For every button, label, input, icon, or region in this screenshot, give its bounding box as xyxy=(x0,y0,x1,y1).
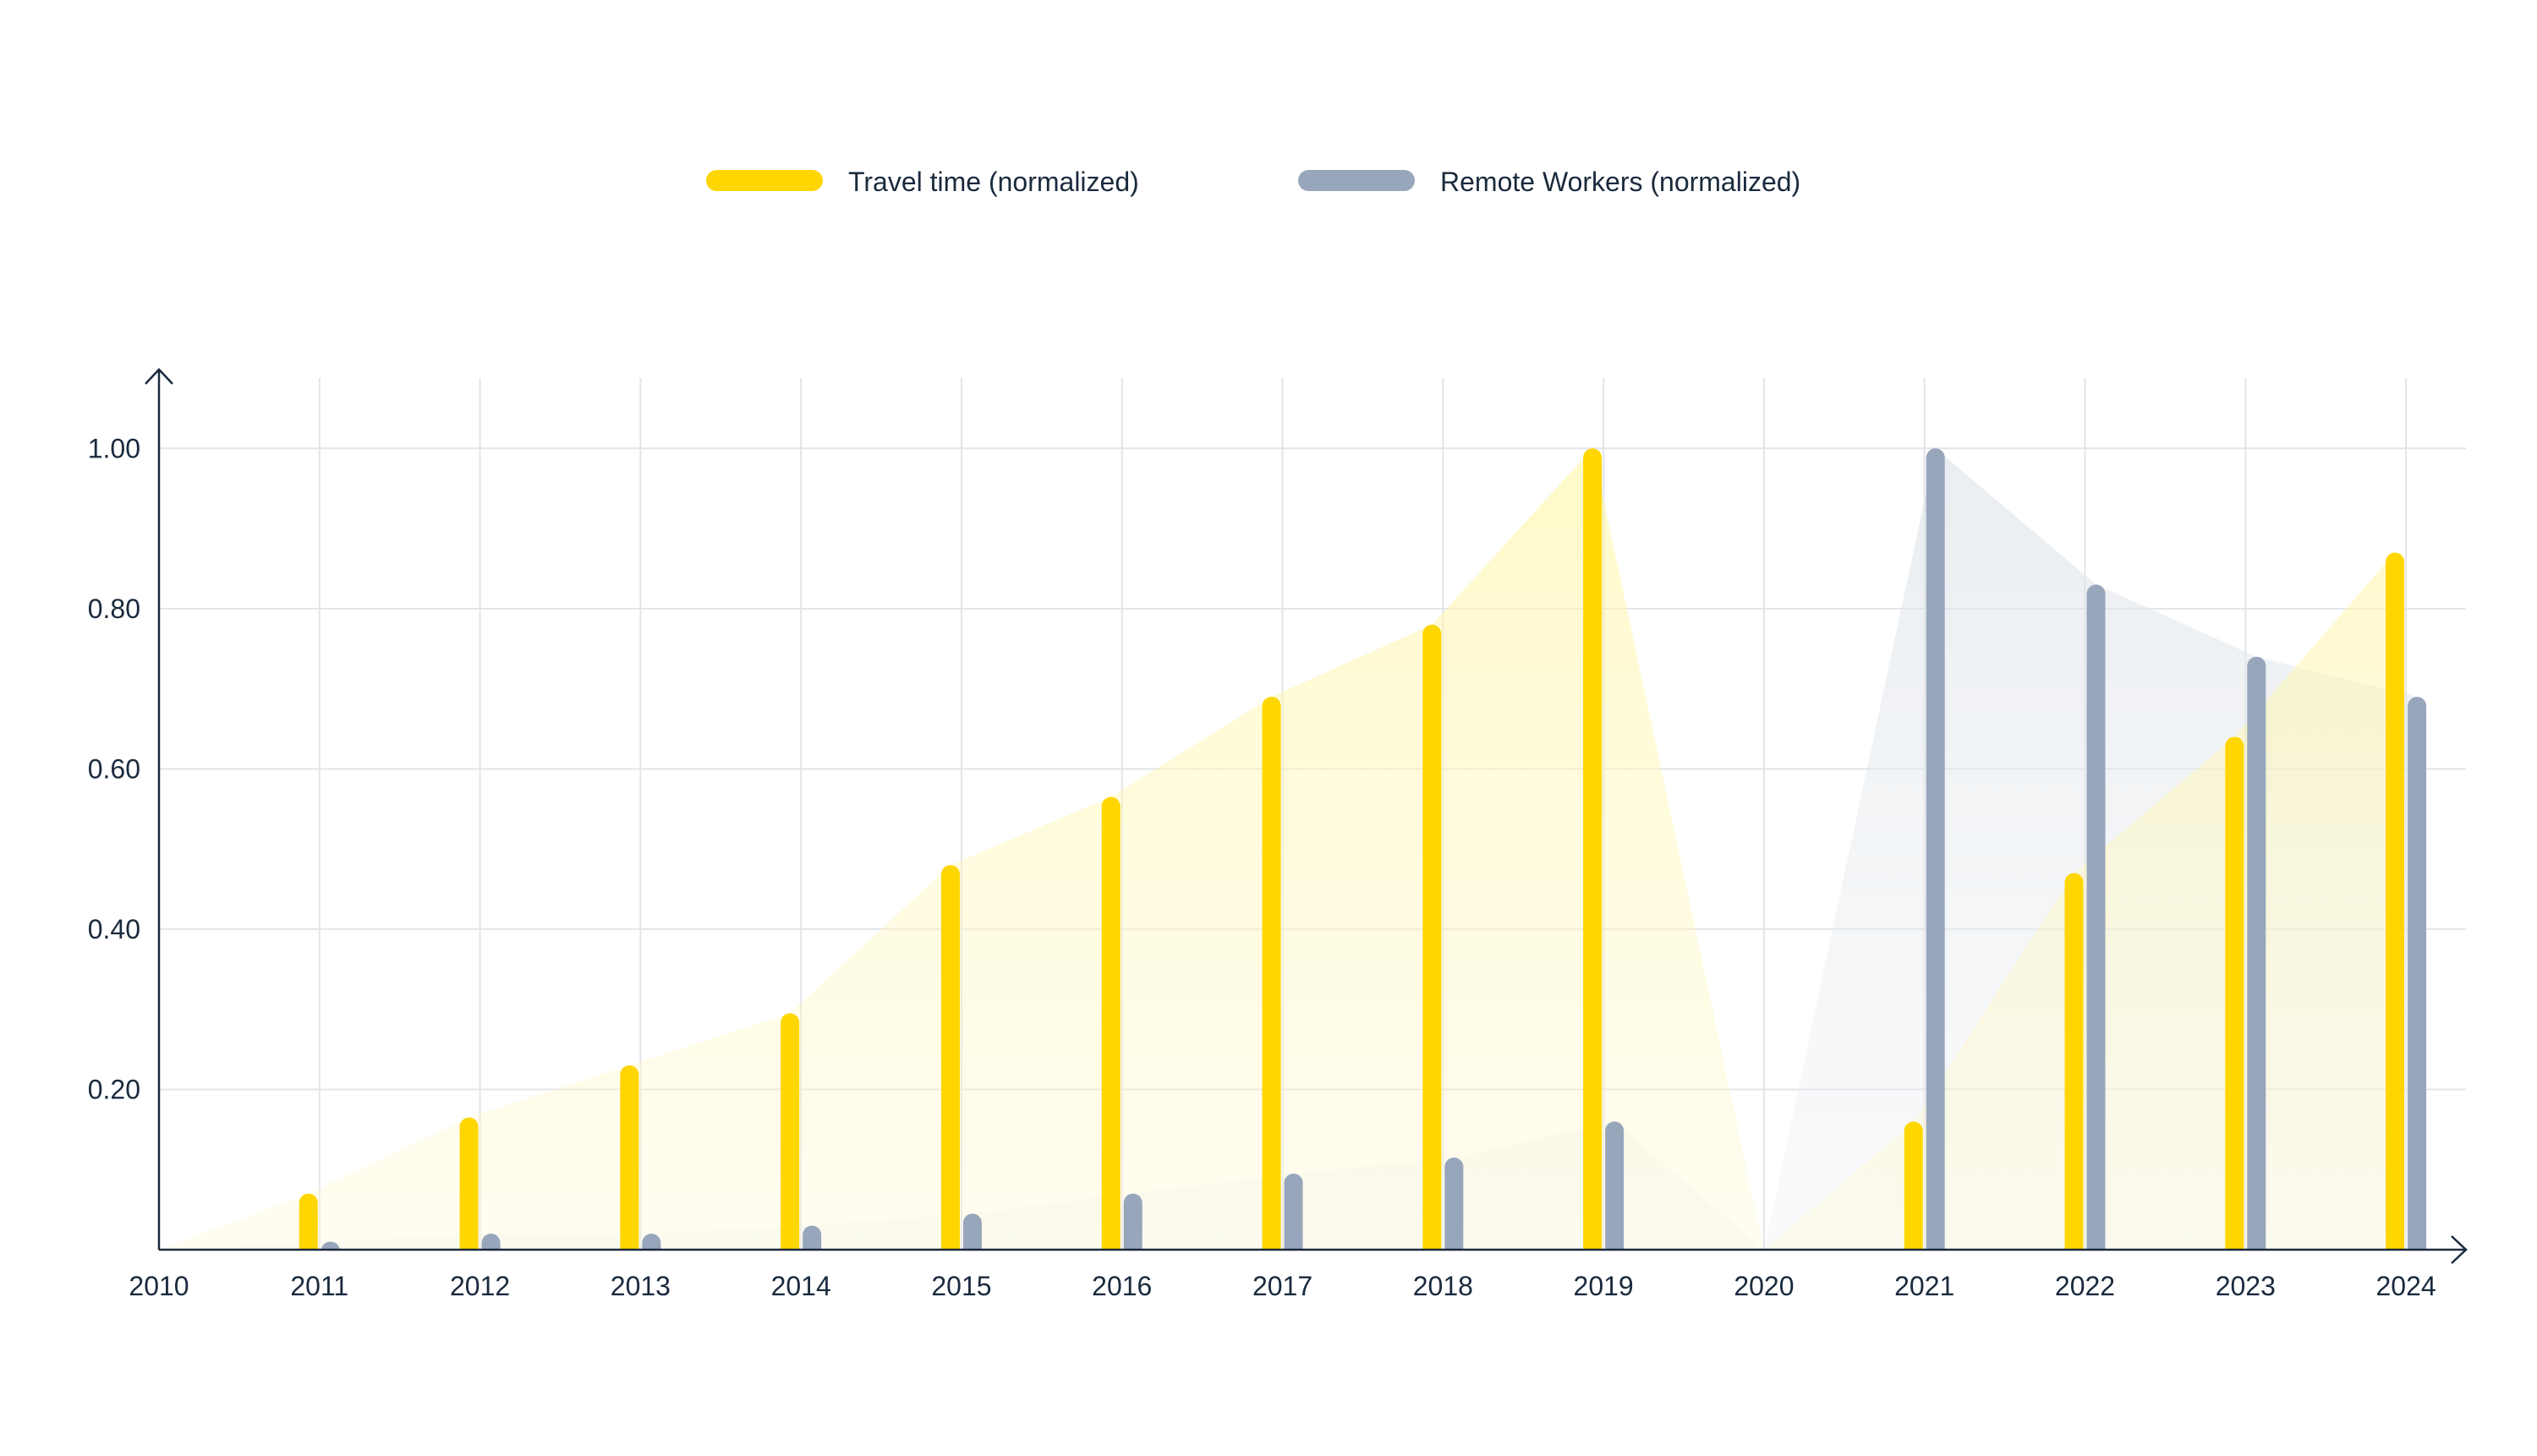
x-tick-label: 2020 xyxy=(1734,1271,1794,1301)
bar-remote-2017 xyxy=(1284,1173,1303,1250)
x-axis-arrow-icon xyxy=(2451,1235,2468,1264)
bar-travel-2022 xyxy=(2064,873,2084,1250)
legend-item-remote: Remote Workers (normalized) xyxy=(1298,167,1800,197)
bar-remote-2012 xyxy=(481,1234,501,1250)
legend-swatch-travel xyxy=(706,170,823,191)
y-tick-label: 0.80 xyxy=(88,594,140,624)
bar-remote-2015 xyxy=(962,1213,982,1250)
x-tick-label: 2017 xyxy=(1252,1271,1312,1301)
bar-remote-2014 xyxy=(803,1225,822,1250)
x-tick-label: 2011 xyxy=(290,1271,348,1301)
x-tick-label: 2015 xyxy=(931,1271,991,1301)
x-tick-label: 2010 xyxy=(129,1271,189,1301)
y-tick-label: 0.60 xyxy=(88,753,140,784)
bar-remote-2013 xyxy=(642,1234,661,1250)
legend-label-remote: Remote Workers (normalized) xyxy=(1440,167,1800,197)
bar-remote-2023 xyxy=(2247,656,2266,1250)
x-tick-label: 2022 xyxy=(2055,1271,2115,1301)
bar-travel-2012 xyxy=(459,1117,479,1250)
bar-remote-2011 xyxy=(321,1241,340,1250)
bar-travel-2017 xyxy=(1262,697,1281,1250)
bar-travel-2015 xyxy=(940,865,960,1250)
x-tick-label: 2016 xyxy=(1092,1271,1152,1301)
x-tick-label: 2018 xyxy=(1413,1271,1473,1301)
bar-remote-2024 xyxy=(2408,697,2427,1250)
x-tick-label: 2012 xyxy=(450,1271,510,1301)
bar-travel-2016 xyxy=(1101,796,1121,1250)
x-tick-label: 2021 xyxy=(1894,1271,1954,1301)
bar-travel-2011 xyxy=(299,1193,318,1250)
legend-swatch-remote xyxy=(1298,170,1415,191)
bar-travel-2021 xyxy=(1904,1121,1923,1250)
legend: Travel time (normalized) Remote Workers … xyxy=(706,167,1800,197)
x-tick-label: 2013 xyxy=(611,1271,671,1301)
x-tick-labels: 2010 2011 2012 2013 2014 2015 2016 2017 2018 2019… xyxy=(129,1271,2436,1301)
x-tick-label: 2023 xyxy=(2216,1271,2276,1301)
legend-item-travel: Travel time (normalized) xyxy=(706,167,1139,197)
x-tick-label: 2019 xyxy=(1574,1271,1634,1301)
bar-remote-2019 xyxy=(1605,1121,1625,1250)
bars xyxy=(299,448,2427,1250)
y-tick-label: 1.00 xyxy=(88,433,140,463)
bar-travel-2018 xyxy=(1422,624,1442,1250)
bar-travel-2023 xyxy=(2225,736,2244,1250)
bar-travel-2024 xyxy=(2386,552,2405,1250)
y-tick-label: 0.40 xyxy=(88,914,140,944)
bar-travel-2019 xyxy=(1583,448,1603,1250)
bar-remote-2018 xyxy=(1444,1158,1464,1250)
y-tick-labels: 0.20 0.40 0.60 0.80 1.00 xyxy=(88,433,140,1104)
x-tick-label: 2014 xyxy=(771,1271,831,1301)
axes xyxy=(145,368,2468,1264)
area-remote-workers xyxy=(159,448,2418,1250)
bar-travel-2014 xyxy=(781,1013,800,1250)
y-axis-arrow-icon xyxy=(145,368,173,385)
legend-label-travel: Travel time (normalized) xyxy=(848,167,1139,197)
y-tick-label: 0.20 xyxy=(88,1074,140,1104)
bar-remote-2016 xyxy=(1123,1193,1142,1250)
bar-remote-2021 xyxy=(1926,448,1945,1250)
bar-remote-2022 xyxy=(2086,584,2106,1250)
bar-travel-2013 xyxy=(620,1065,639,1250)
x-tick-label: 2024 xyxy=(2375,1271,2436,1301)
